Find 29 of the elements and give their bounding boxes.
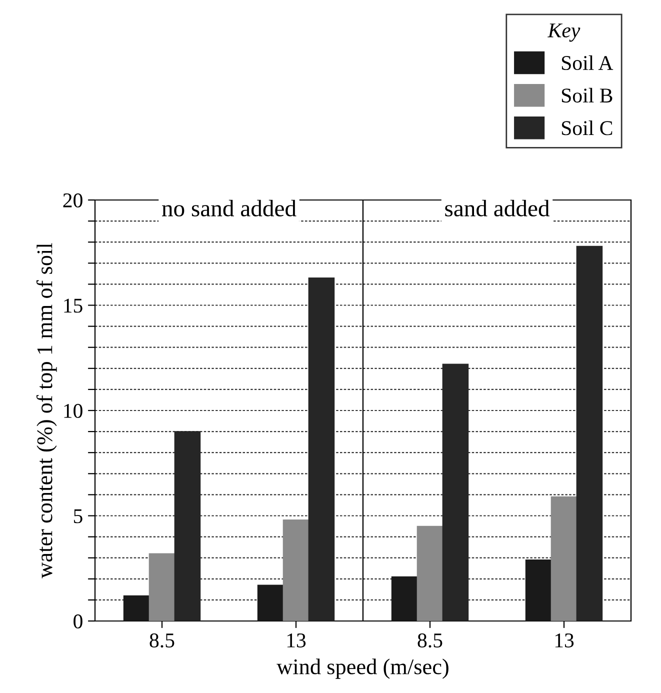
y-tick-label: 15: [64, 298, 82, 313]
bar: [282, 520, 310, 621]
bar: [308, 277, 335, 621]
y-tick-label: 0: [74, 614, 82, 628]
legend-label: Soil C: [562, 120, 612, 136]
bar: [148, 553, 176, 621]
x-axis-title: wind speed (m/sec): [276, 658, 448, 679]
legend-title: Key: [548, 24, 580, 42]
legend-label: Soil A: [562, 55, 614, 70]
bar: [123, 595, 150, 621]
bar: [174, 431, 201, 621]
bar: [525, 560, 552, 621]
x-tick-label: 8.5: [418, 633, 442, 648]
chart-title: sand added: [445, 200, 550, 216]
y-tick-label: 20: [63, 193, 82, 208]
x-tick-label: 8.5: [150, 633, 174, 648]
legend-label: Soil B: [562, 88, 612, 103]
chart-title: no sand added: [162, 200, 296, 216]
bar: [416, 526, 444, 621]
bar: [576, 246, 603, 621]
x-tick-label: 13: [555, 633, 574, 648]
bar: [442, 364, 469, 621]
bar: [257, 584, 284, 621]
y-tick-label: 5: [74, 509, 82, 524]
y-tick-label: 10: [64, 404, 82, 418]
y-axis-title: water content (%) of top 1 mm of soil: [36, 243, 57, 578]
bar: [391, 576, 418, 621]
x-tick-label: 13: [287, 633, 306, 648]
bar: [550, 496, 578, 621]
